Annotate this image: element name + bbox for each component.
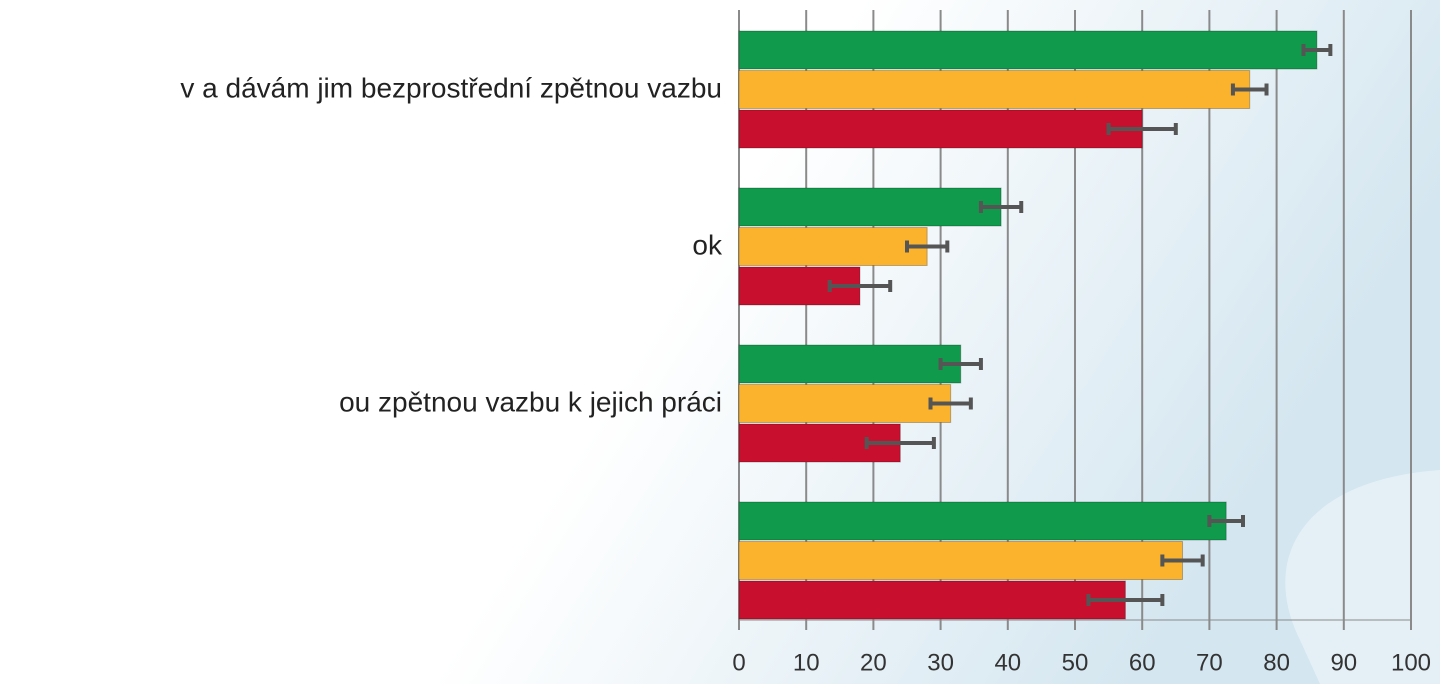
bar bbox=[738, 344, 962, 384]
bar bbox=[738, 541, 1184, 580]
bar bbox=[738, 266, 861, 306]
error-bar bbox=[1106, 123, 1178, 135]
error-bar bbox=[1301, 44, 1333, 56]
x-tick-label: 50 bbox=[1062, 649, 1089, 676]
x-tick-label: 20 bbox=[860, 649, 887, 676]
x-tick-label: 40 bbox=[994, 649, 1021, 676]
x-tick-label: 30 bbox=[927, 649, 954, 676]
decoration bbox=[1285, 470, 1440, 684]
bar bbox=[738, 187, 1002, 227]
x-tick-label: 60 bbox=[1129, 649, 1156, 676]
x-tick-label: 0 bbox=[732, 649, 745, 676]
x-tick-label: 90 bbox=[1330, 649, 1357, 676]
error-bar bbox=[1230, 83, 1269, 96]
bar bbox=[738, 227, 928, 266]
x-tick-label: 10 bbox=[793, 649, 820, 676]
bar bbox=[738, 384, 952, 423]
error-bar bbox=[827, 280, 893, 292]
category-label: v a dávám jim bezprostřední zpětnou vazb… bbox=[180, 72, 722, 103]
error-bar bbox=[1207, 515, 1245, 527]
bar bbox=[738, 109, 1143, 149]
category-label: ok bbox=[692, 229, 723, 260]
x-tick-label: 70 bbox=[1196, 649, 1223, 676]
error-bar bbox=[938, 358, 983, 370]
error-bar bbox=[905, 240, 950, 253]
x-tick-label: 100 bbox=[1391, 649, 1431, 676]
bar bbox=[738, 580, 1126, 620]
error-bar bbox=[864, 437, 936, 449]
bar bbox=[738, 501, 1227, 541]
category-label: ou zpětnou vazbu k jejich práci bbox=[339, 386, 722, 417]
bar bbox=[738, 30, 1318, 70]
bar bbox=[738, 70, 1251, 109]
error-bar bbox=[1160, 554, 1205, 567]
error-bar bbox=[978, 201, 1024, 213]
error-bar bbox=[1086, 594, 1165, 606]
x-tick-label: 80 bbox=[1263, 649, 1290, 676]
error-bar bbox=[928, 397, 973, 410]
